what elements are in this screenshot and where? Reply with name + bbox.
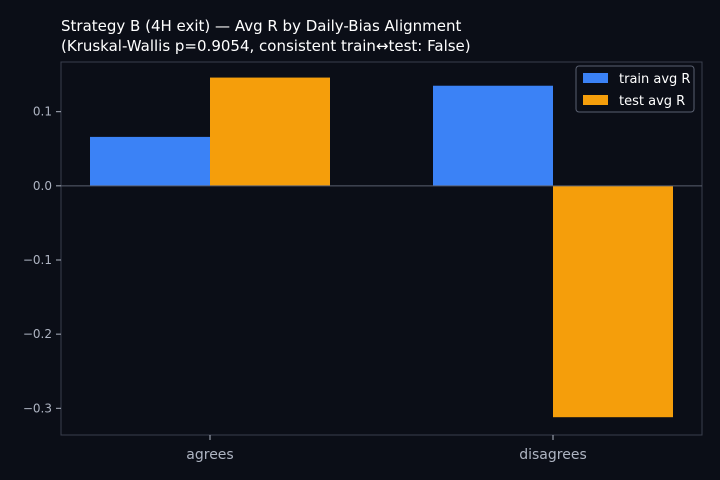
plot-area-frame bbox=[60, 61, 703, 436]
bar-agrees-test bbox=[210, 77, 330, 186]
chart-subtitle: (Kruskal-Wallis p=0.9054, consistent tra… bbox=[61, 37, 471, 55]
x-category-label: disagrees bbox=[519, 447, 587, 463]
bar-disagrees-train bbox=[433, 85, 553, 186]
bar-agrees-train bbox=[90, 136, 210, 186]
x-category-label: agrees bbox=[186, 447, 233, 463]
x-axis: agrees disagrees bbox=[186, 435, 587, 463]
bar-disagrees-test bbox=[553, 185, 673, 418]
bars bbox=[90, 77, 673, 418]
legend-swatch-test bbox=[583, 95, 608, 105]
y-axis: 0.1 0.0 −0.1 −0.2 −0.3 bbox=[23, 105, 61, 415]
y-tick-label: 0.1 bbox=[33, 105, 52, 119]
legend: train avg R test avg R bbox=[575, 65, 695, 113]
y-tick-label: 0.0 bbox=[33, 179, 52, 193]
y-tick-label: −0.1 bbox=[23, 253, 52, 267]
chart-title: Strategy B (4H exit) — Avg R by Daily-Bi… bbox=[61, 17, 461, 35]
y-tick-label: −0.2 bbox=[23, 327, 52, 341]
legend-swatch-train bbox=[583, 73, 608, 83]
y-tick-label: −0.3 bbox=[23, 401, 52, 415]
legend-label-test: test avg R bbox=[619, 94, 685, 109]
legend-label-train: train avg R bbox=[619, 72, 690, 87]
